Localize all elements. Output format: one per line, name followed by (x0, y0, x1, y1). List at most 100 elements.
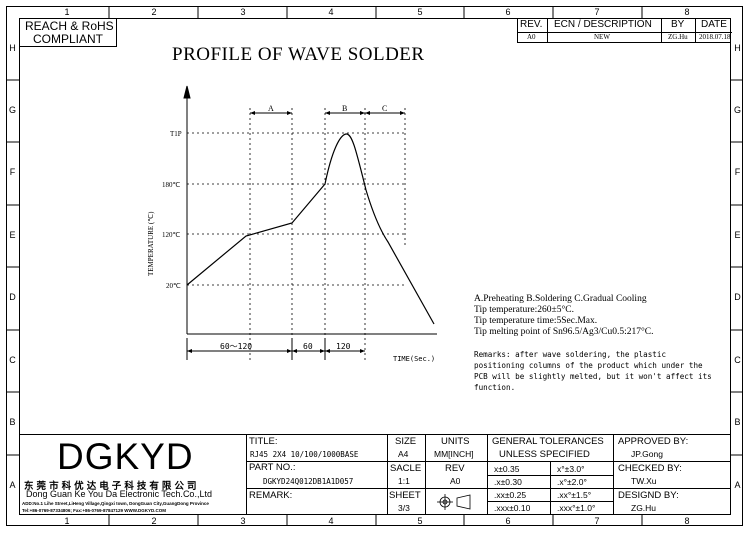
company-logo: DGKYD (57, 436, 194, 477)
zone-row-label: H (734, 43, 741, 53)
zone-col-label: 2 (151, 7, 157, 17)
by-value: ZG.Hu (668, 33, 688, 41)
notes-line1: Tip temperature:260±5°C. (474, 305, 574, 315)
tolerance-linear-2: .xx±0.25 (494, 490, 527, 500)
zone-col-label: 5 (417, 516, 423, 526)
third-angle-projection-icon (437, 494, 471, 510)
company-name-cn: 东 莞 市 科 优 达 电 子 科 技 有 限 公 司 (24, 481, 197, 492)
zone-col-label: 7 (594, 516, 600, 526)
title-block (19, 434, 731, 515)
date-header: DATE (701, 19, 727, 30)
remark-line3: PCB will be slightly melted, but it won'… (474, 372, 712, 381)
approved-label: APPROVED BY: (618, 436, 689, 447)
by-header: BY (671, 19, 685, 30)
zone-col-label: 4 (328, 516, 334, 526)
sheet-value: 3/3 (398, 503, 410, 513)
zone-col-label: 3 (240, 7, 246, 17)
time-segment-preheat: 60～120 (220, 342, 252, 351)
tolerance-angular-0: x°±3.0° (557, 464, 585, 474)
tolerance-angular-1: .x°±2.0° (557, 477, 587, 487)
zone-col-label: 2 (151, 516, 157, 526)
zone-row-label: D (734, 292, 741, 302)
title-value: RJ45 2X4 10/100/1000BASE (250, 450, 359, 459)
zone-row-label: C (9, 355, 16, 365)
part-no-label: PART NO.: (249, 462, 296, 473)
sheet-label: SHEET (389, 490, 421, 501)
tolerance-linear-3: .xxx±0.10 (494, 503, 531, 513)
zone-col-label: 1 (64, 516, 70, 526)
zone-row-label: F (734, 167, 741, 177)
remark-line2: positioning columns of the product which… (474, 361, 703, 370)
zone-label-b: B (342, 104, 347, 113)
compliance-line1: REACH & RoHS (25, 19, 114, 33)
rev-header: REV. (520, 19, 543, 30)
zone-row-label: G (8, 105, 16, 115)
compliance-box: REACH & RoHS COMPLIANT (19, 18, 117, 47)
company-address: ADD:No.1 Lihe Street,LiHeng Village,Qing… (22, 501, 209, 506)
y-tick-180: 180℃ (162, 181, 181, 189)
company-name-en: Dong Guan Ke You Da Electronic Tech.Co.,… (26, 489, 212, 499)
remark-line1: Remarks: after wave soldering, the plast… (474, 350, 667, 359)
units-label: UNITS (441, 436, 470, 447)
designed-value: ZG.Hu (631, 503, 657, 513)
compliance-line2: COMPLIANT (33, 32, 104, 46)
zone-row-label: C (734, 355, 741, 365)
tolerance-linear-1: .x±0.30 (494, 477, 522, 487)
temperature-profile-curve (186, 133, 435, 325)
zone-row-label: E (734, 230, 741, 240)
rev-label: REV (445, 463, 465, 474)
part-no-value: DGKYD24Q012DB1A1D057 (263, 477, 354, 486)
company-contact: Tel:+86-0769-87334806; Fax:+86-0769-8784… (22, 508, 166, 513)
notes-line3: Tip melting point of Sn96.5/Ag3/Cu0.5:21… (474, 327, 654, 337)
time-segment-120: 120 (336, 342, 351, 351)
zone-label-a: A (268, 104, 274, 113)
tolerance-angular-3: .xxx°±1.0° (557, 503, 596, 513)
scale-label: SACLE (390, 463, 422, 474)
approved-value: JP.Gong (631, 449, 663, 459)
wave-solder-profile-diagram: T1P 180℃ 120℃ 20℃ A B C 60～120 60 120 TI… (147, 85, 437, 363)
tolerance-angular-2: .xx°±1.5° (557, 490, 592, 500)
zone-label-c: C (382, 104, 387, 113)
zone-row-label: H (9, 43, 16, 53)
y-tick-120: 120℃ (162, 231, 181, 239)
remark-line4: function. (474, 383, 516, 392)
notes-block: A.Preheating B.Soldering C.Gradual Cooli… (474, 294, 653, 338)
tolerance-header-1: GENERAL TOLERANCES (492, 436, 604, 447)
zone-col-label: 8 (684, 516, 690, 526)
size-value: A4 (398, 449, 409, 459)
rev-value: A0 (527, 33, 536, 41)
ecn-header: ECN / DESCRIPTION (554, 19, 652, 30)
y-axis-label: TEMPERATURE (℃) (147, 211, 155, 276)
zone-row-label: E (9, 230, 16, 240)
scale-value: 1:1 (398, 476, 410, 486)
ecn-value: NEW (594, 33, 610, 41)
zone-row-label: G (733, 105, 741, 115)
zone-col-label: 6 (505, 7, 511, 17)
y-tick-t1p: T1P (170, 130, 182, 138)
checked-value: TW.Xu (631, 476, 657, 486)
remarks-block: Remarks: after wave soldering, the plast… (474, 349, 712, 393)
time-segment-60: 60 (303, 342, 313, 351)
zone-col-label: 8 (684, 7, 690, 17)
zone-row-label: B (734, 417, 741, 427)
zone-col-label: 3 (240, 516, 246, 526)
zone-row-label: A (9, 480, 16, 490)
zone-row-label: B (9, 417, 16, 427)
drawing-outer-frame (6, 6, 743, 526)
size-label: SIZE (395, 436, 417, 447)
title-label: TITLE: (249, 436, 278, 447)
rev-value: A0 (450, 476, 461, 486)
notes-legend: A.Preheating B.Soldering C.Gradual Cooli… (474, 294, 647, 304)
drawing-inner-frame (19, 18, 731, 515)
revision-table: REV. ECN / DESCRIPTION BY DATE A0 NEW ZG… (517, 18, 732, 43)
notes-line2: Tip temperature time:5Sec.Max. (474, 316, 598, 326)
y-tick-20: 20℃ (166, 282, 181, 290)
zone-col-label: 4 (328, 7, 334, 17)
x-axis-label: TIME(Sec.) (393, 355, 435, 363)
y-axis-arrow-icon (183, 85, 191, 99)
checked-label: CHECKED BY: (618, 463, 682, 474)
tolerance-linear-0: x±0.35 (494, 464, 520, 474)
date-value: 2018.07.18 (699, 33, 731, 41)
zone-row-label: F (9, 167, 16, 177)
